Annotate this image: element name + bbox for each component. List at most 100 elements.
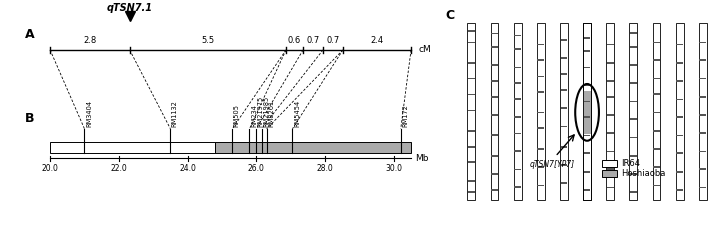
Bar — [537, 127, 544, 129]
Text: 2.8: 2.8 — [83, 36, 97, 45]
Bar — [491, 189, 498, 191]
Bar — [676, 116, 683, 118]
Bar — [699, 132, 706, 134]
Text: RM234: RM234 — [251, 104, 257, 127]
Bar — [468, 161, 475, 163]
Bar — [653, 148, 660, 150]
Bar — [514, 67, 521, 68]
Text: RM8261: RM8261 — [268, 100, 274, 127]
Bar — [583, 84, 591, 86]
Bar — [676, 23, 683, 200]
Bar — [491, 64, 498, 66]
Text: RM172: RM172 — [402, 104, 408, 127]
Text: A: A — [25, 27, 34, 41]
Bar — [560, 107, 568, 109]
Bar — [537, 148, 544, 150]
Bar — [560, 182, 568, 184]
Text: 0.6: 0.6 — [288, 36, 301, 45]
Bar — [653, 166, 660, 168]
Bar — [676, 152, 683, 154]
Bar — [653, 112, 660, 114]
Bar — [607, 132, 614, 134]
Bar — [607, 187, 614, 188]
Bar — [630, 155, 637, 157]
Text: 30.0: 30.0 — [385, 164, 403, 173]
Bar — [583, 23, 591, 200]
Bar — [514, 116, 521, 118]
Bar — [699, 168, 706, 170]
Bar — [630, 118, 637, 120]
Bar — [491, 80, 498, 82]
Bar — [676, 189, 683, 191]
Bar — [491, 155, 498, 157]
Bar — [653, 42, 660, 43]
Text: 24.0: 24.0 — [179, 164, 196, 173]
Bar — [583, 189, 591, 191]
Bar — [491, 23, 498, 200]
Bar — [699, 42, 706, 43]
Bar — [514, 133, 521, 134]
Bar — [491, 46, 498, 48]
Text: 26.0: 26.0 — [248, 164, 265, 173]
Bar — [630, 137, 637, 138]
Bar — [699, 187, 706, 188]
Bar — [537, 59, 544, 61]
Text: C: C — [445, 9, 455, 22]
Bar — [653, 59, 660, 61]
Bar — [537, 112, 544, 114]
Bar — [583, 135, 591, 136]
Bar — [491, 173, 498, 175]
Bar — [468, 78, 475, 79]
Bar — [676, 44, 683, 45]
Bar — [699, 23, 706, 200]
Bar — [607, 62, 614, 64]
Bar — [468, 30, 475, 32]
Bar — [676, 135, 683, 136]
Bar — [583, 67, 591, 68]
Bar — [630, 173, 637, 175]
Text: qTSN7.1: qTSN7.1 — [107, 3, 153, 13]
Text: RM1132: RM1132 — [172, 100, 178, 127]
Text: RM21975: RM21975 — [258, 96, 264, 127]
Bar — [630, 23, 637, 200]
Text: 2.4: 2.4 — [370, 36, 383, 45]
Bar — [560, 126, 568, 127]
Bar — [537, 76, 544, 77]
Text: B: B — [25, 111, 34, 125]
Bar — [468, 130, 475, 132]
Bar — [653, 130, 660, 132]
Bar — [583, 37, 591, 39]
Bar — [537, 91, 544, 93]
Bar — [560, 57, 568, 59]
Bar — [514, 35, 521, 36]
Bar — [560, 164, 568, 166]
Bar — [630, 46, 637, 48]
Bar — [468, 191, 475, 193]
Bar — [630, 191, 637, 193]
Text: 5.5: 5.5 — [201, 36, 215, 45]
Bar — [653, 185, 660, 186]
Bar — [699, 78, 706, 79]
Bar — [491, 134, 498, 136]
Bar — [699, 114, 706, 116]
Bar — [514, 98, 521, 100]
Bar — [514, 23, 521, 200]
Bar — [468, 180, 475, 182]
Bar — [468, 146, 475, 148]
Bar — [602, 160, 617, 167]
Bar — [630, 32, 637, 34]
Text: 20.0: 20.0 — [42, 164, 59, 173]
Text: qTSN7[YP7]: qTSN7[YP7] — [530, 160, 575, 169]
Text: Mb: Mb — [415, 154, 429, 163]
Bar — [468, 23, 475, 200]
Bar — [491, 114, 498, 116]
Bar — [537, 44, 544, 45]
Bar — [583, 91, 591, 134]
Bar — [537, 185, 544, 186]
Bar — [583, 23, 591, 200]
Bar — [583, 152, 591, 154]
Bar — [607, 168, 614, 170]
Bar — [699, 96, 706, 98]
Bar — [468, 62, 475, 64]
Text: IR64: IR64 — [621, 159, 640, 168]
